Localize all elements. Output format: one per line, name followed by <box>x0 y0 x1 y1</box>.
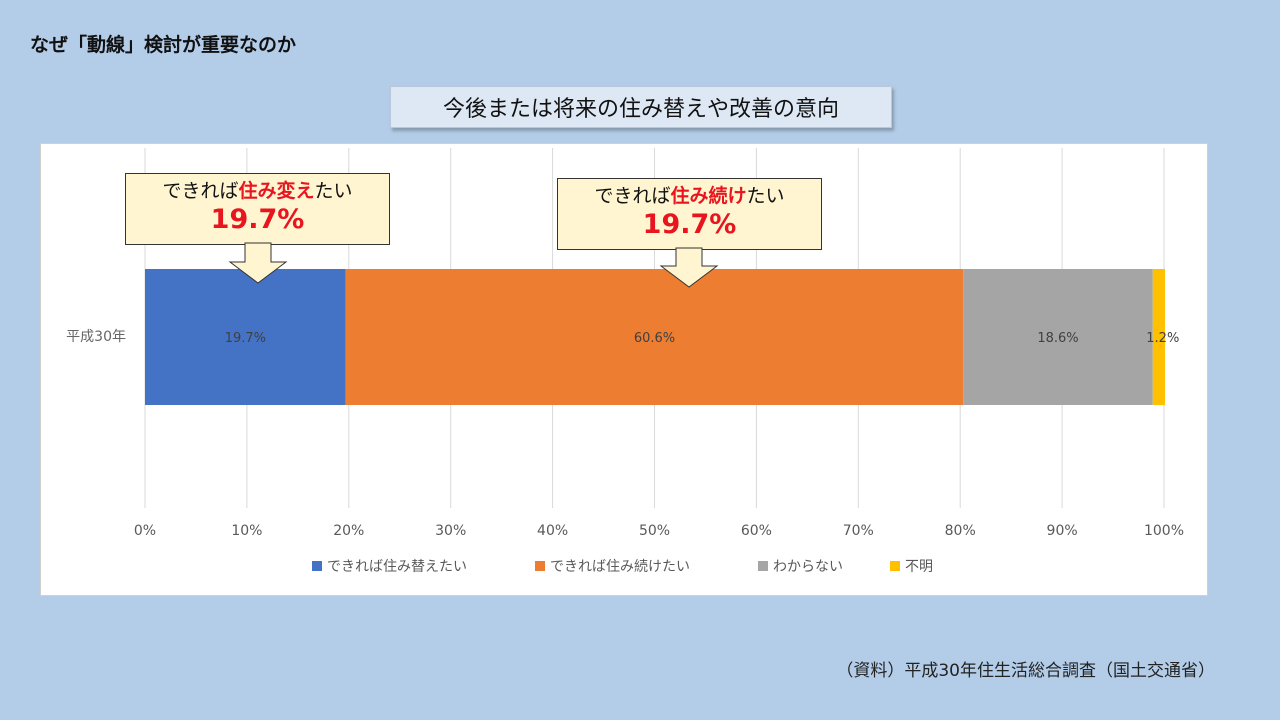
callout-move-pre: できれば <box>162 180 239 202</box>
callout-stay-percent: 19.7% <box>642 209 737 240</box>
x-tick-label: 90% <box>1047 523 1078 539</box>
bar-segment <box>345 269 964 405</box>
callout-stay-highlight: 住み続け <box>670 185 747 207</box>
legend-label: できれば住み続けたい <box>550 558 690 575</box>
x-tick-label: 30% <box>435 523 466 539</box>
x-tick-label: 60% <box>741 523 772 539</box>
data-label: 1.2% <box>1146 331 1179 346</box>
x-tick-label: 40% <box>537 523 568 539</box>
legend-label: できれば住み替えたい <box>327 559 467 575</box>
data-label: 19.7% <box>225 331 266 346</box>
chart-bars: 19.7% 60.6% 18.6% 1.2% <box>145 269 1179 405</box>
legend-swatch <box>312 561 322 571</box>
x-tick-label: 20% <box>333 523 364 539</box>
chart-legend: できれば住み替えたい できれば住み続けたい わからない 不明 <box>312 558 933 575</box>
x-tick-label: 50% <box>639 523 670 539</box>
callout-move-percent: 19.7% <box>210 204 305 235</box>
legend-label: わからない <box>773 559 843 575</box>
bar-segment <box>145 269 346 405</box>
callout-stay: できれば住み続けたい 19.7% <box>557 178 822 250</box>
source-note: （資料）平成30年住生活総合調査（国土交通省） <box>836 661 1215 681</box>
callout-stay-post: たい <box>746 185 785 207</box>
chart-heading: 今後または将来の住み替えや改善の意向 <box>390 86 892 128</box>
legend-swatch <box>890 561 900 571</box>
legend-label: 不明 <box>905 559 933 575</box>
callout-move-post: たい <box>314 180 353 202</box>
x-tick-label: 10% <box>231 523 262 539</box>
page-title: なぜ「動線」検討が重要なのか <box>30 34 297 56</box>
legend-swatch <box>758 561 768 571</box>
x-tick-label: 80% <box>945 523 976 539</box>
callout-move-highlight: 住み変え <box>238 180 315 202</box>
data-label: 18.6% <box>1037 331 1078 346</box>
callout-move: できれば住み変えたい 19.7% <box>125 173 390 245</box>
x-tick-label: 100% <box>1144 523 1184 539</box>
category-label: 平成30年 <box>66 329 126 345</box>
callout-stay-pre: できれば <box>594 185 671 207</box>
legend-swatch <box>535 561 545 571</box>
x-tick-label: 70% <box>843 523 874 539</box>
bar-segment <box>963 269 1153 405</box>
chart-tick-labels: 0% 10% 20% 30% 40% 50% 60% 70% 80% 90% 100% <box>134 523 1184 539</box>
data-label: 60.6% <box>634 331 675 346</box>
bar-segment <box>1152 269 1166 405</box>
x-tick-label: 0% <box>134 523 156 539</box>
stacked-bar-chart: 19.7% 60.6% 18.6% 1.2% 0% 10% 20% 30% 40% 50% 60%… <box>66 148 1184 575</box>
